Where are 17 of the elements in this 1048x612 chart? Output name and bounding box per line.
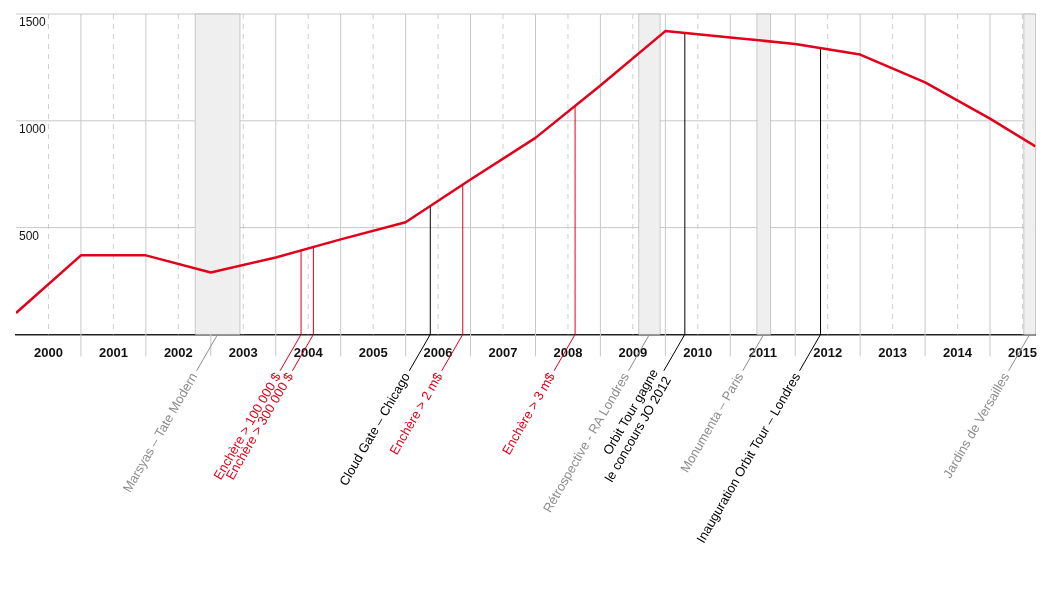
x-tick-label: 2010 (683, 344, 713, 360)
x-tick-label: 2001 (98, 344, 128, 360)
x-tick-label: 2006 (423, 344, 453, 360)
x-tick-label: 2014 (943, 344, 973, 360)
x-tick-label: 2007 (488, 344, 518, 360)
x-tick-label: 2013 (878, 344, 908, 360)
x-tick-label: 2012 (813, 344, 843, 360)
y-tick-label: 500 (19, 228, 40, 243)
x-tick-label: 2003 (228, 344, 258, 360)
x-tick-label: 2005 (358, 344, 388, 360)
y-tick-label: 1500 (19, 15, 47, 30)
x-tick-label: 2011 (748, 344, 777, 360)
y-tick-label: 1000 (19, 122, 47, 137)
x-tick-label: 2009 (618, 344, 648, 360)
x-tick-label: 2002 (163, 344, 193, 360)
x-tick-label: 2000 (34, 344, 63, 360)
x-tick-label: 2015 (1008, 344, 1037, 360)
